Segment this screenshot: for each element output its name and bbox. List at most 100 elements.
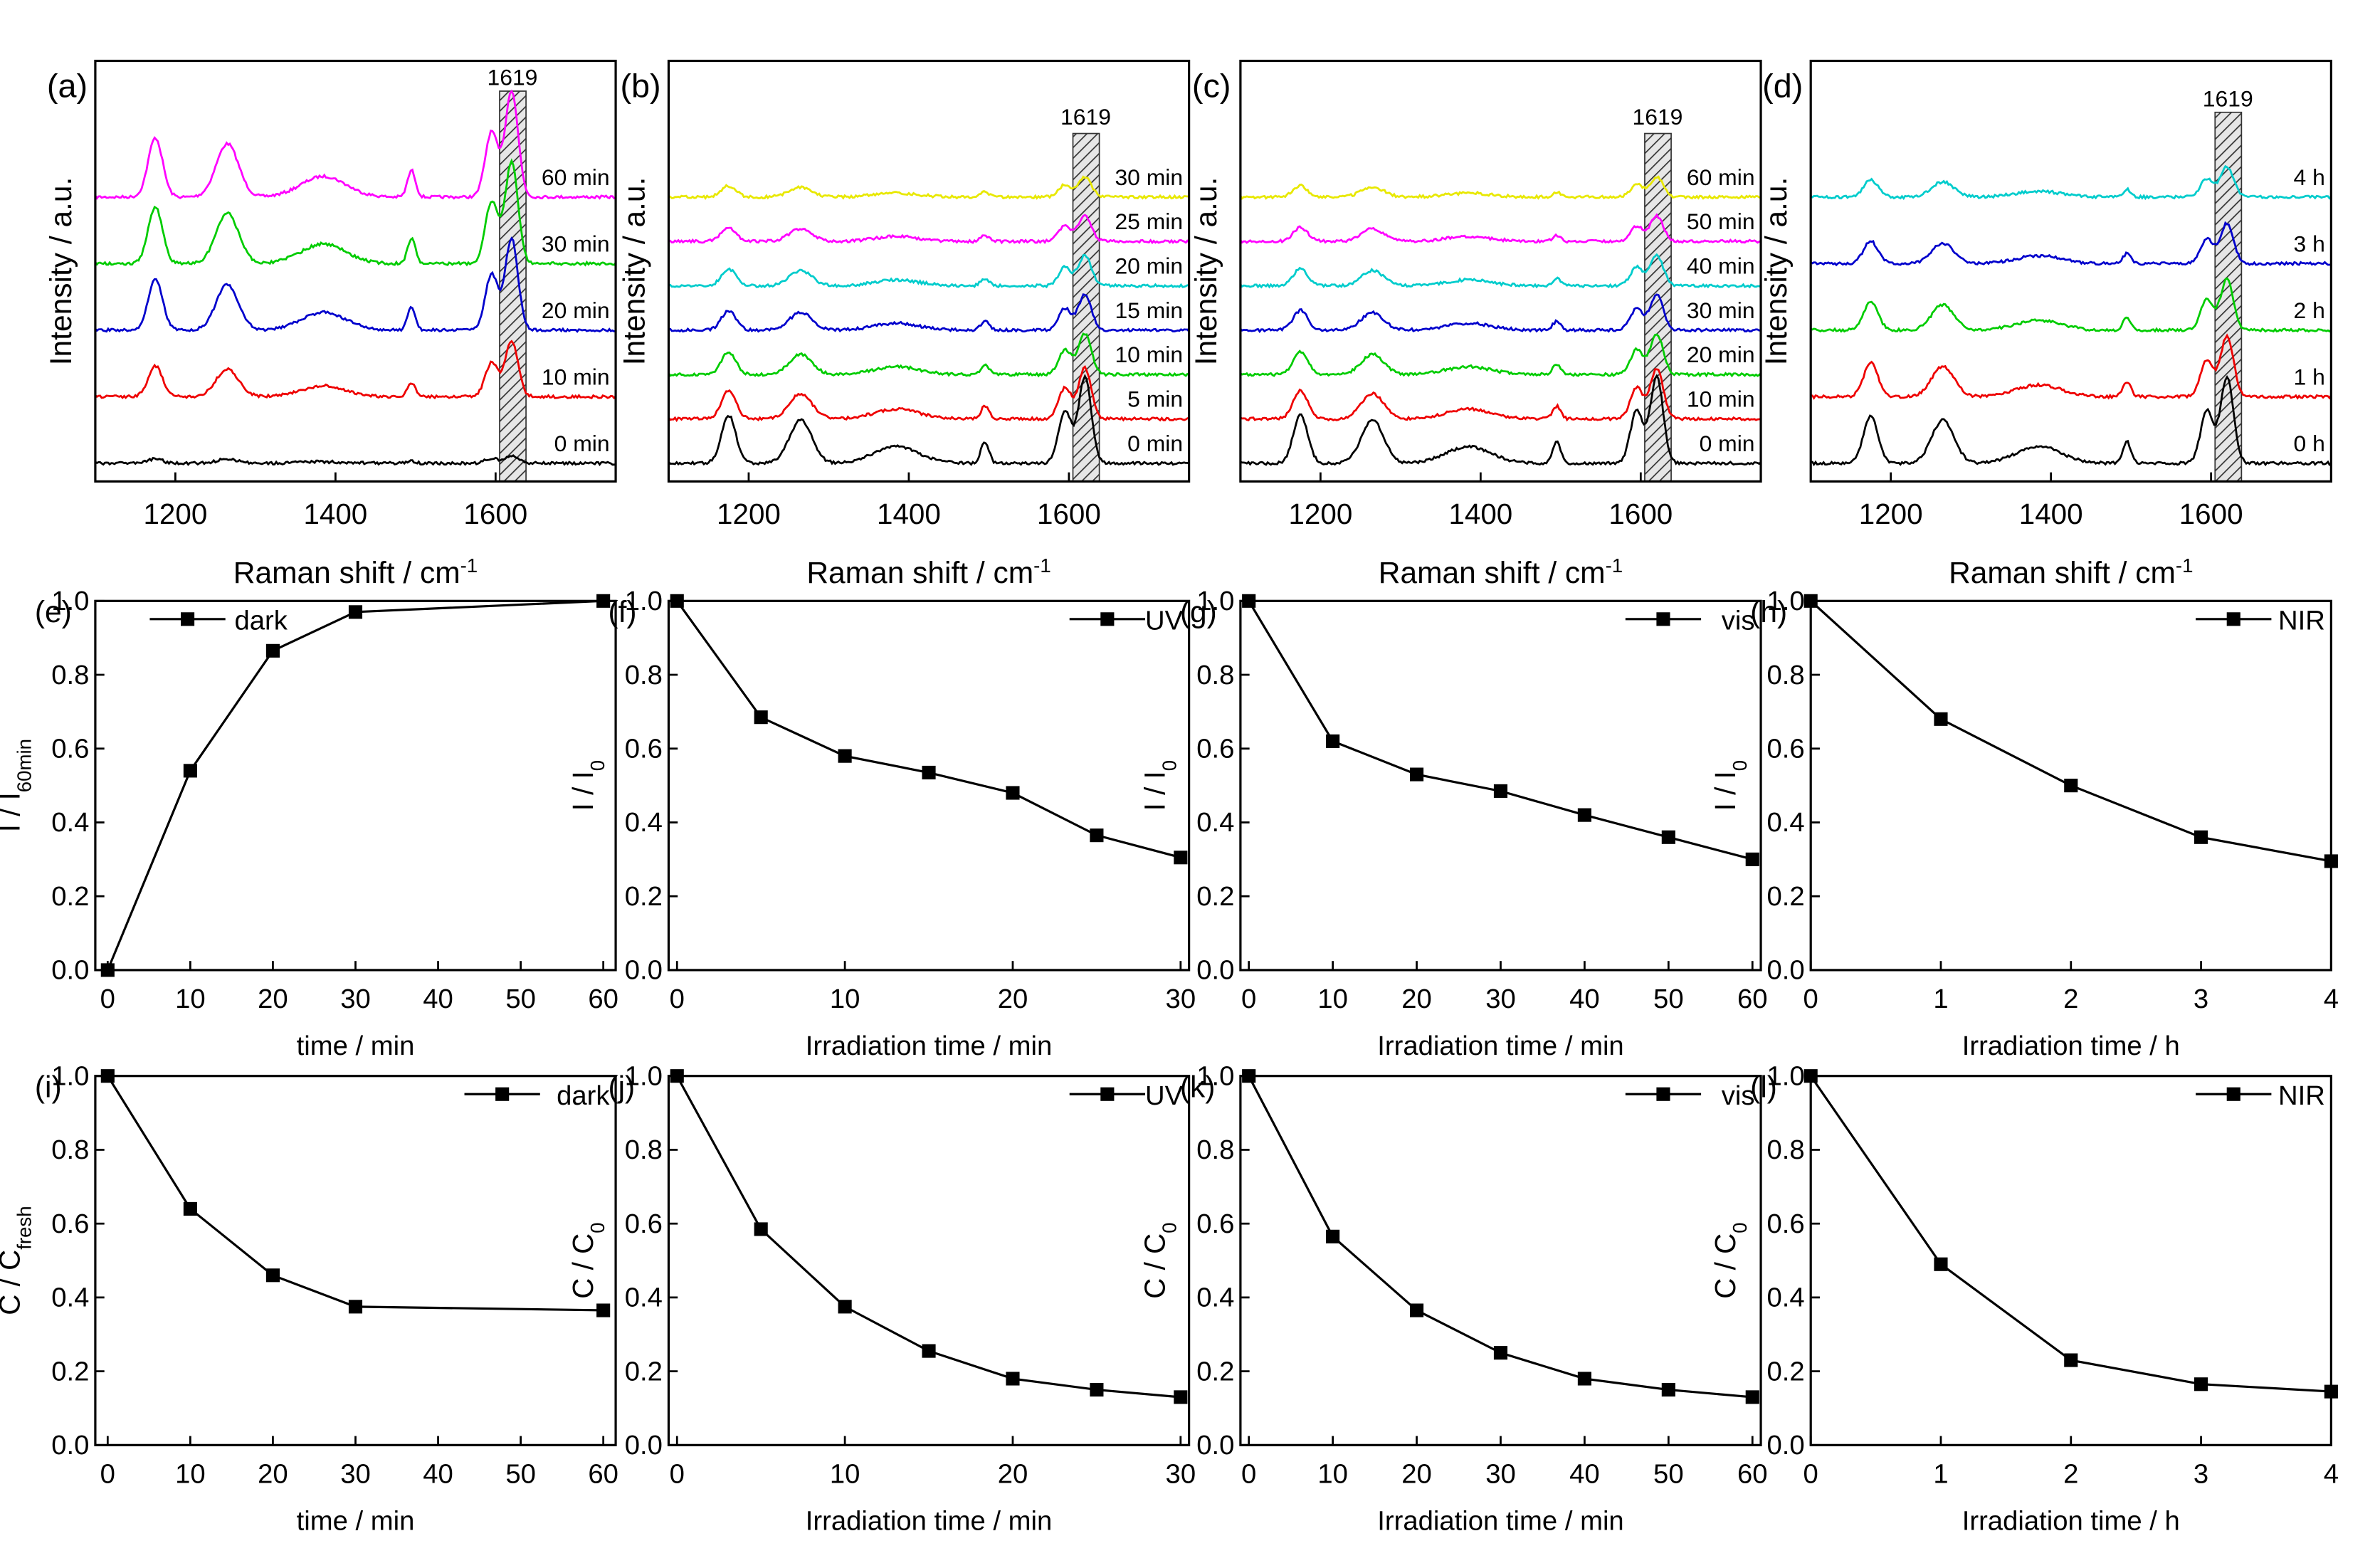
- y-axis-label: Intensity / a.u.: [1760, 177, 1794, 366]
- panel-label: (b): [620, 68, 660, 105]
- y-axis-label: I / I0: [1139, 760, 1180, 811]
- panel-label: (l): [1750, 1070, 1777, 1104]
- y-axis-label-sub: 0: [586, 760, 609, 771]
- x-tick-label: 50: [505, 1458, 536, 1489]
- y-axis-label: C / C0: [1139, 1222, 1180, 1298]
- data-point: [265, 643, 280, 658]
- data-point: [1745, 1390, 1759, 1404]
- y-tick-label: 0.2: [51, 881, 89, 912]
- x-tick-label: 1: [1933, 984, 1948, 1014]
- x-tick-label: 0: [100, 984, 115, 1014]
- plot-frame: [1239, 1075, 1762, 1446]
- spectrum-curve: [668, 293, 1190, 333]
- x-tick-label: 20: [258, 1458, 288, 1489]
- spectrum-curve: [668, 175, 1189, 200]
- raman-panel-2: 1619 60 min 50 min 40 min 30 min 20 min 10 min…: [1190, 59, 1762, 590]
- curve-label: 20 min: [1115, 253, 1183, 279]
- data-point: [754, 710, 768, 725]
- x-tick-label: 3: [2194, 984, 2208, 1014]
- y-tick-label: 0.0: [625, 1430, 663, 1461]
- y-tick-label: 0.0: [1196, 955, 1234, 986]
- x-tick-label: 4: [2324, 984, 2339, 1014]
- curve-label: 0 h: [2294, 431, 2325, 456]
- y-tick-label: 0.6: [1196, 1209, 1234, 1239]
- y-axis-label-main: I / I: [567, 771, 599, 811]
- x-axis-label-sup: -1: [460, 554, 478, 576]
- plot-frame: [667, 59, 1191, 483]
- data-point: [596, 1303, 611, 1317]
- x-tick-label: 60: [588, 1458, 618, 1489]
- y-tick-label: 0.2: [1196, 1356, 1234, 1387]
- data-point: [1745, 852, 1759, 866]
- plot-frame: [1809, 1075, 2332, 1446]
- x-tick-label: 1400: [1448, 498, 1512, 530]
- line-chart-i: 0.0 0.2 0.4 0.6 0.8 1.0 0 10 20 30 40 50 60 dark time …: [0, 1061, 618, 1536]
- spectrum-curve: [94, 158, 617, 267]
- x-axis-label: Irradiation time / min: [806, 1031, 1053, 1061]
- peak-label-1619: 1619: [2203, 85, 2253, 111]
- x-axis-label-main: Raman shift / cm: [1949, 557, 2176, 590]
- y-axis-label-sub: 0: [1728, 1222, 1750, 1233]
- y-axis-label: Intensity / a.u.: [45, 177, 78, 366]
- curve-label: 40 min: [1687, 253, 1755, 279]
- legend-label: UV: [1145, 1080, 1184, 1111]
- data-point: [348, 1300, 363, 1314]
- spectrum-curve: [1239, 175, 1761, 200]
- y-tick-label: 0.6: [1767, 1209, 1805, 1239]
- y-tick-label: 0.4: [625, 807, 663, 838]
- curve-label: 5 min: [1127, 386, 1183, 412]
- peak-label-1619: 1619: [1060, 104, 1111, 130]
- x-tick-label: 0: [1803, 1458, 1818, 1489]
- y-tick-label: 0.2: [625, 1356, 663, 1387]
- y-tick-label: 0.0: [1196, 1430, 1234, 1461]
- panel-label: (e): [35, 596, 72, 629]
- x-tick-label: 30: [1166, 1458, 1196, 1489]
- data-point: [2194, 830, 2208, 844]
- y-axis-label-main: I / I: [1709, 771, 1742, 811]
- y-tick-label: 1.0: [1767, 1061, 1805, 1091]
- x-tick-label: 1600: [463, 498, 527, 530]
- x-tick-label: 1400: [2019, 498, 2083, 530]
- y-tick-label: 0.0: [51, 955, 89, 986]
- panel-label: (h): [1750, 596, 1787, 629]
- y-tick-label: 0.6: [1196, 734, 1234, 764]
- legend-marker: [1100, 1087, 1115, 1101]
- curve-label: 25 min: [1115, 209, 1183, 234]
- data-point: [183, 764, 197, 778]
- spectrum-curve: [1239, 253, 1761, 289]
- x-tick-label: 1400: [877, 498, 941, 530]
- legend-marker: [495, 1087, 510, 1101]
- panel-label: (a): [47, 68, 88, 105]
- x-tick-label: 10: [830, 1458, 860, 1489]
- x-tick-label: 1600: [2179, 498, 2243, 530]
- panel-label: (c): [1192, 68, 1231, 105]
- y-tick-label: 0.2: [1767, 881, 1805, 912]
- data-point: [838, 1300, 852, 1314]
- x-tick-label: 1200: [1859, 498, 1923, 530]
- x-tick-label: 10: [830, 984, 860, 1014]
- data-point: [1577, 808, 1591, 822]
- y-tick-label: 0.0: [51, 1430, 89, 1461]
- curve-label: 10 min: [1115, 342, 1183, 367]
- curve-label: 3 h: [2294, 231, 2325, 256]
- x-tick-label: 1600: [1037, 498, 1101, 530]
- spectrum-curve: [1240, 368, 1761, 422]
- y-axis-label: I / I0: [1709, 760, 1751, 811]
- data-point: [1493, 1346, 1508, 1360]
- x-tick-label: 20: [998, 1458, 1028, 1489]
- y-tick-label: 0.8: [625, 660, 663, 690]
- data-point: [1090, 828, 1104, 843]
- y-tick-label: 1.0: [51, 1061, 89, 1091]
- x-tick-label: 30: [340, 984, 371, 1014]
- plot-frame: [1809, 59, 2332, 483]
- line-chart-k: 0.0 0.2 0.4 0.6 0.8 1.0 0 10 20 30 40 50 60 vis Irradi…: [1139, 1061, 1768, 1536]
- y-axis-label-main: C / C: [567, 1233, 599, 1299]
- data-point: [1934, 1257, 1948, 1271]
- panel-label: (i): [35, 1070, 62, 1104]
- spectrum-curve: [1810, 164, 2332, 201]
- x-axis-label: Raman shift / cm-1: [233, 554, 478, 589]
- curve-label: 10 min: [542, 364, 610, 389]
- x-axis-label: time / min: [297, 1031, 415, 1061]
- data-point: [754, 1222, 768, 1236]
